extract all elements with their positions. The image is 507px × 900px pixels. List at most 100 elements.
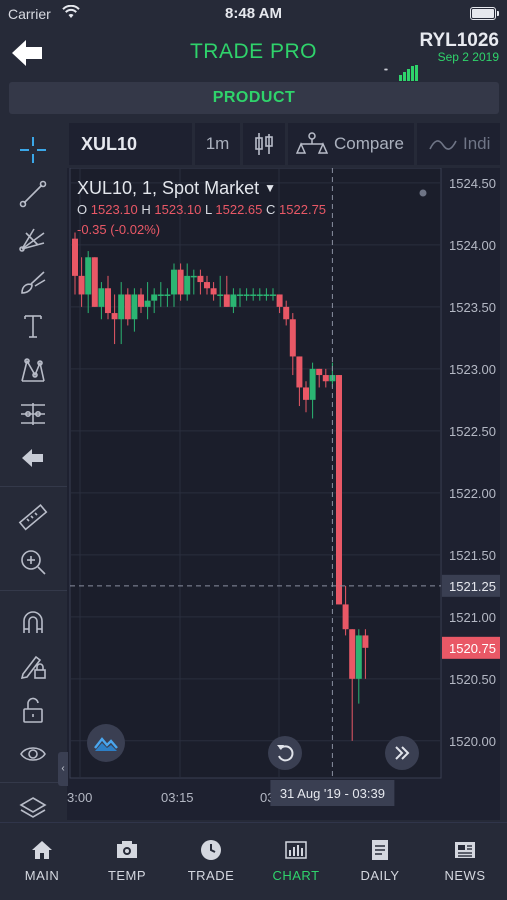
undo-icon <box>277 745 294 762</box>
compare-label: Compare <box>334 134 404 153</box>
signal-strength: •• <box>384 65 418 81</box>
candle-body <box>210 288 217 295</box>
crosshair-tool[interactable] <box>15 132 51 168</box>
candle-body <box>138 294 144 307</box>
legend-title-text: XUL10, 1, Spot Market <box>77 178 260 198</box>
magnet-icon <box>23 611 43 633</box>
y-tick-label: 1521.50 <box>449 548 496 563</box>
candle-body <box>263 294 270 296</box>
candle-body <box>197 275 204 283</box>
brush-icon <box>21 271 46 294</box>
candle-body <box>184 275 191 295</box>
y-tick-label: 1521.00 <box>449 610 496 625</box>
nav-label: NEWS <box>444 868 486 883</box>
candle-body <box>131 294 138 320</box>
magnet-tool[interactable] <box>15 604 51 640</box>
bottom-nav: MAIN TEMP TRADE CHART DAILY NEWS <box>0 822 507 900</box>
x-tick-label: 3:00 <box>67 790 92 805</box>
legend-change: -0.35 (-0.02%) <box>77 222 161 237</box>
wifi-icon <box>62 5 80 18</box>
nav-news[interactable]: NEWS <box>423 823 507 900</box>
legend-c-label: C <box>266 202 276 217</box>
visibility-tool[interactable] <box>15 736 51 772</box>
pattern-tool[interactable] <box>15 352 51 388</box>
crosshair-price-box <box>442 574 500 597</box>
mountain-chart-icon <box>94 737 118 751</box>
remove-drawings-tool[interactable] <box>15 440 51 476</box>
candle-body <box>204 282 210 289</box>
candle-body <box>296 356 303 388</box>
measure-lines-tool[interactable] <box>15 396 51 432</box>
product-button[interactable]: PRODUCT <box>9 82 499 114</box>
symbol-selector[interactable]: XUL10 <box>69 123 192 165</box>
chart-legend: XUL10, 1, Spot Market ▼ O 1523.10 H 1523… <box>77 178 326 237</box>
candle-body <box>111 313 118 320</box>
account-date: Sep 2 2019 <box>437 50 499 64</box>
interval-selector[interactable]: 1m <box>195 123 240 165</box>
drawing-toolbar <box>0 120 67 820</box>
compare-button[interactable]: Compare <box>288 123 414 165</box>
nav-temp[interactable]: TEMP <box>85 823 169 900</box>
candle-body <box>303 387 309 400</box>
nav-trade[interactable]: TRADE <box>169 823 253 900</box>
legend-open: 1523.10 <box>90 202 138 217</box>
layers-tool[interactable] <box>15 790 51 826</box>
candle-body <box>78 275 85 295</box>
reset-chart-button[interactable] <box>268 736 302 770</box>
account-id: RYL1026 <box>419 30 499 51</box>
ruler-icon <box>18 504 48 531</box>
candle-body <box>322 375 329 382</box>
double-chevron-right-icon <box>395 746 410 760</box>
nav-label: MAIN <box>24 868 60 883</box>
indicators-label: Indi <box>463 134 491 153</box>
legend-o-label: O <box>77 202 88 217</box>
nav-chart[interactable]: CHART <box>254 823 338 900</box>
candle-body <box>237 294 243 296</box>
legend-low: 1522.65 <box>215 202 263 217</box>
trend-line-tool[interactable] <box>15 176 51 212</box>
app-header: TRADE PRO •• RYL1026 Sep 2 2019 <box>0 28 507 81</box>
scroll-to-realtime-button[interactable] <box>385 736 419 770</box>
crosshair-icon <box>20 137 46 163</box>
y-tick-label: 1523.00 <box>449 362 496 377</box>
y-tick-label: 1522.50 <box>449 424 496 439</box>
signal-bars-icon <box>399 65 418 81</box>
chart-style-button[interactable] <box>243 123 285 165</box>
price-chart[interactable]: 1524.50 1524.00 1523.50 1523.00 1522.50 1522.… <box>67 168 500 820</box>
toolbar-divider <box>0 590 67 591</box>
nav-daily[interactable]: DAILY <box>338 823 422 900</box>
candle-body <box>98 288 105 307</box>
zoom-in-tool[interactable] <box>15 544 51 580</box>
nav-main[interactable]: MAIN <box>0 823 84 900</box>
chart-type-button[interactable] <box>87 724 125 762</box>
y-tick-label: 1524.50 <box>449 176 496 191</box>
ruler-tool[interactable] <box>15 500 51 536</box>
candle-body <box>223 294 230 307</box>
legend-ohlc: O 1523.10 H 1523.10 L 1522.65 C 1522.75 <box>77 202 326 217</box>
candle-body <box>72 238 78 276</box>
crosshair-time-label: 31 Aug '19 - 03:39 <box>280 786 385 801</box>
lock-drawings-tool[interactable] <box>15 648 51 684</box>
fib-tool[interactable] <box>15 220 51 256</box>
collapse-toolbar-handle[interactable]: ‹ <box>58 752 68 786</box>
battery-tip <box>497 11 499 16</box>
signal-dots: •• <box>384 67 388 74</box>
y-tick-label: 1522.00 <box>449 486 496 501</box>
last-price-label: 1520.75 <box>449 641 496 656</box>
legend-l-label: L <box>205 202 212 217</box>
text-tool[interactable] <box>15 308 51 344</box>
candle-body <box>230 294 237 307</box>
candle-body <box>256 294 263 296</box>
pitchfork-icon <box>19 228 45 252</box>
candle-body <box>283 306 290 320</box>
legend-title[interactable]: XUL10, 1, Spot Market ▼ <box>77 178 326 199</box>
chart-panel: XUL10 1m Compare Indi 1524.50 1524.00 1523… <box>67 120 500 820</box>
back-button[interactable] <box>10 38 44 68</box>
arrow-left-icon <box>22 449 43 467</box>
unlock-tool[interactable] <box>15 692 51 728</box>
candle-body <box>124 294 131 320</box>
brush-tool[interactable] <box>15 264 51 300</box>
indicators-button[interactable]: Indi <box>417 123 500 165</box>
y-tick-label: 1520.50 <box>449 672 496 687</box>
legend-h-label: H <box>141 202 151 217</box>
